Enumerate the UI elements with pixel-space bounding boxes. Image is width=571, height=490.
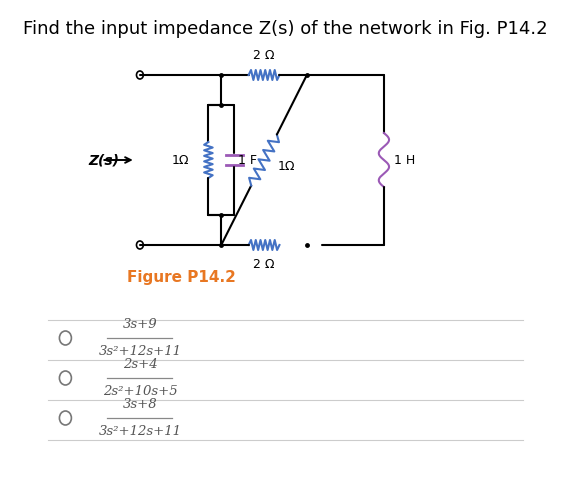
Text: 2s+4: 2s+4 xyxy=(123,358,157,371)
Text: Find the input impedance Z(s) of the network in Fig. P14.2: Find the input impedance Z(s) of the net… xyxy=(23,20,548,38)
Text: 3s+9: 3s+9 xyxy=(123,318,157,331)
Text: 1Ω: 1Ω xyxy=(172,153,190,167)
Text: 2 Ω: 2 Ω xyxy=(254,49,275,62)
Text: 3s²+12s+11: 3s²+12s+11 xyxy=(98,425,182,438)
Circle shape xyxy=(59,371,71,385)
Text: 2 Ω: 2 Ω xyxy=(254,258,275,271)
Text: 1 F: 1 F xyxy=(238,153,258,167)
Circle shape xyxy=(136,241,143,249)
Text: Figure P14.2: Figure P14.2 xyxy=(127,270,236,285)
Text: Z(s): Z(s) xyxy=(89,153,119,167)
Text: 3s²+12s+11: 3s²+12s+11 xyxy=(98,345,182,358)
Text: 1 H: 1 H xyxy=(394,153,416,167)
Text: 1Ω: 1Ω xyxy=(277,160,295,172)
Text: 2s²+10s+5: 2s²+10s+5 xyxy=(103,385,177,398)
Circle shape xyxy=(59,411,71,425)
Text: 3s+8: 3s+8 xyxy=(123,398,157,411)
Circle shape xyxy=(59,331,71,345)
Circle shape xyxy=(136,71,143,79)
